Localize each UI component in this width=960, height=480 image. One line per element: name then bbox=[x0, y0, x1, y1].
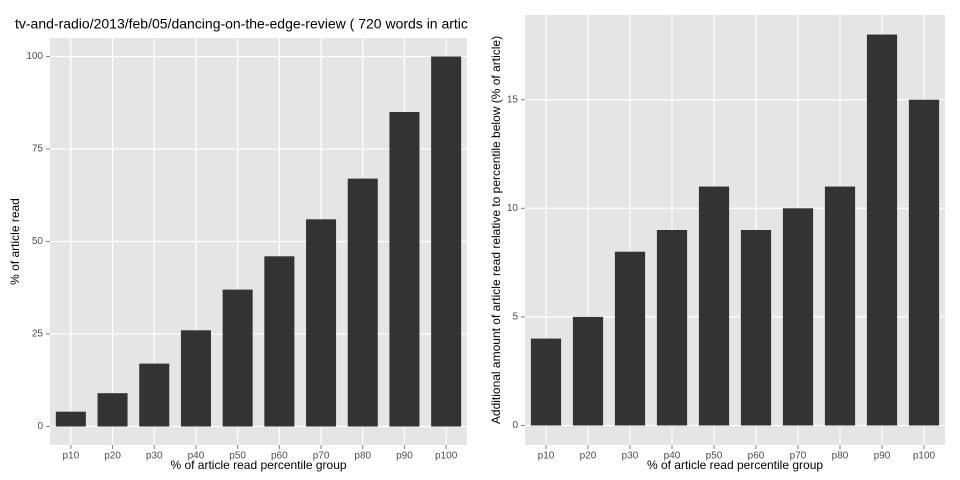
y-tick-label: 25 bbox=[32, 329, 44, 340]
x-tick-label: p100 bbox=[435, 451, 458, 462]
x-tick-label: p10 bbox=[538, 451, 555, 462]
x-tick-label: p20 bbox=[580, 451, 597, 462]
bar bbox=[782, 208, 814, 426]
x-tick-label: p20 bbox=[104, 451, 121, 462]
y-tick-label: 100 bbox=[26, 51, 43, 62]
x-tick-label: p40 bbox=[664, 451, 681, 462]
x-tick-label: p50 bbox=[706, 451, 723, 462]
bar bbox=[306, 219, 337, 427]
bar bbox=[824, 186, 856, 426]
bar bbox=[866, 34, 898, 426]
bar bbox=[740, 230, 772, 426]
y-tick-label: 5 bbox=[512, 312, 518, 323]
x-tick-label: p80 bbox=[832, 451, 849, 462]
y-tick-label: 75 bbox=[32, 144, 44, 155]
y-tick-label: 50 bbox=[32, 236, 44, 247]
x-tick-label: p90 bbox=[396, 451, 413, 462]
bar bbox=[264, 256, 295, 427]
x-tick-label: p80 bbox=[354, 451, 371, 462]
bar bbox=[55, 411, 86, 427]
y-tick-label: 0 bbox=[512, 420, 518, 431]
bar bbox=[97, 393, 128, 427]
bar bbox=[656, 230, 688, 426]
bar bbox=[139, 363, 170, 427]
bar bbox=[530, 338, 562, 426]
y-axis-label: Additional amount of article read relati… bbox=[489, 36, 503, 424]
x-tick-label: p50 bbox=[229, 451, 246, 462]
bar bbox=[572, 316, 604, 426]
x-tick-label: p30 bbox=[622, 451, 639, 462]
x-tick-label: p100 bbox=[913, 451, 936, 462]
x-tick-label: p70 bbox=[313, 451, 330, 462]
x-tick-label: p30 bbox=[146, 451, 163, 462]
bar bbox=[614, 251, 646, 426]
y-tick-label: 0 bbox=[37, 421, 43, 432]
x-tick-label: p40 bbox=[188, 451, 205, 462]
x-tick-label: p60 bbox=[271, 451, 288, 462]
bar bbox=[698, 186, 730, 426]
bar bbox=[431, 56, 462, 427]
x-axis-label: % of article read percentile group bbox=[170, 458, 346, 472]
bar bbox=[389, 112, 420, 427]
x-tick-label: p70 bbox=[790, 451, 807, 462]
y-tick-label: 10 bbox=[507, 203, 519, 214]
x-tick-label: p10 bbox=[63, 451, 80, 462]
x-axis-label: % of article read percentile group bbox=[647, 458, 823, 472]
bar bbox=[180, 330, 211, 427]
x-tick-label: p90 bbox=[874, 451, 891, 462]
x-tick-label: p60 bbox=[748, 451, 765, 462]
chart-title: tv-and-radio/2013/feb/05/dancing-on-the-… bbox=[15, 16, 468, 32]
y-tick-label: 15 bbox=[507, 94, 519, 105]
bar bbox=[908, 99, 940, 426]
bar bbox=[222, 289, 253, 427]
y-axis-label: % of article read bbox=[8, 198, 22, 285]
bar bbox=[347, 178, 378, 427]
